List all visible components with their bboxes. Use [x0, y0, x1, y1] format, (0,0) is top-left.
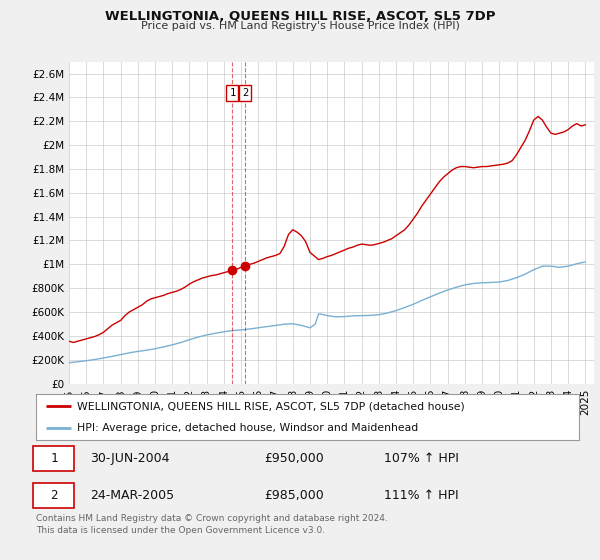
Text: HPI: Average price, detached house, Windsor and Maidenhead: HPI: Average price, detached house, Wind…: [77, 423, 418, 433]
Text: 24-MAR-2005: 24-MAR-2005: [91, 488, 175, 502]
Text: WELLINGTONIA, QUEENS HILL RISE, ASCOT, SL5 7DP: WELLINGTONIA, QUEENS HILL RISE, ASCOT, S…: [105, 10, 495, 23]
Text: 1: 1: [229, 87, 236, 97]
Text: £950,000: £950,000: [264, 452, 324, 465]
Text: WELLINGTONIA, QUEENS HILL RISE, ASCOT, SL5 7DP (detached house): WELLINGTONIA, QUEENS HILL RISE, ASCOT, S…: [77, 401, 464, 411]
Text: 111% ↑ HPI: 111% ↑ HPI: [383, 488, 458, 502]
Text: 2: 2: [50, 488, 58, 502]
Text: 1: 1: [50, 452, 58, 465]
FancyBboxPatch shape: [33, 483, 74, 507]
Text: Contains HM Land Registry data © Crown copyright and database right 2024.
This d: Contains HM Land Registry data © Crown c…: [36, 514, 388, 535]
Text: 2: 2: [242, 87, 248, 97]
Text: £985,000: £985,000: [264, 488, 324, 502]
FancyBboxPatch shape: [33, 446, 74, 471]
Text: 107% ↑ HPI: 107% ↑ HPI: [383, 452, 458, 465]
Text: 30-JUN-2004: 30-JUN-2004: [91, 452, 170, 465]
Text: Price paid vs. HM Land Registry's House Price Index (HPI): Price paid vs. HM Land Registry's House …: [140, 21, 460, 31]
